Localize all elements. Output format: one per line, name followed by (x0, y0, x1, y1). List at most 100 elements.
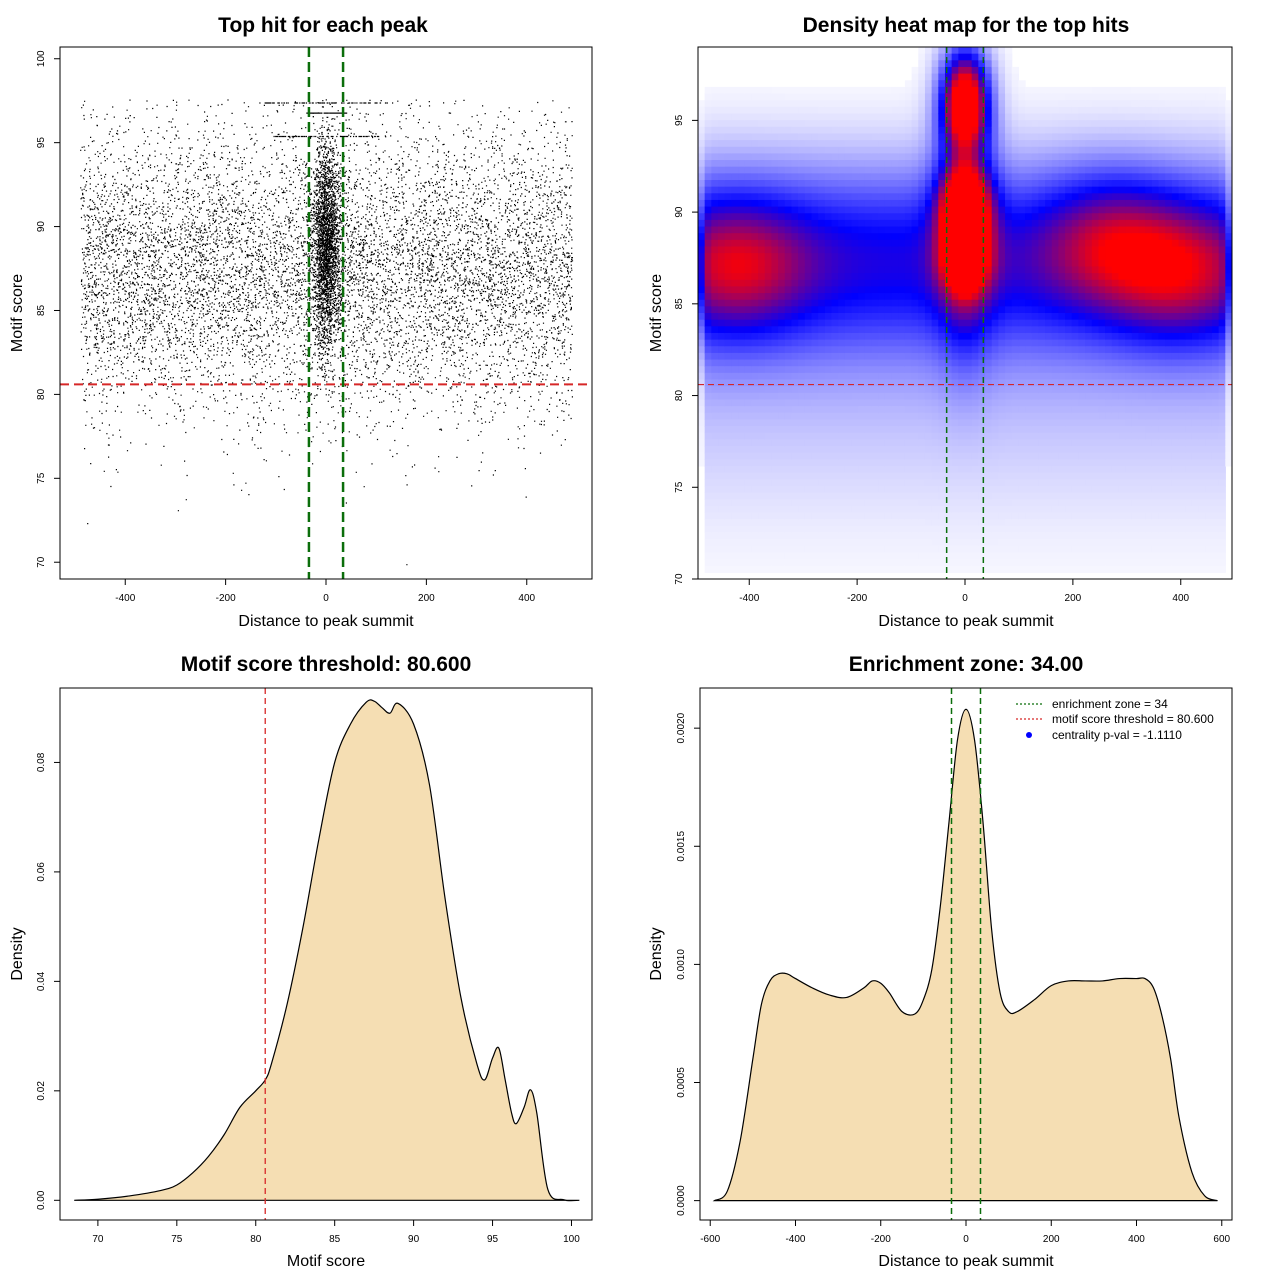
heatmap-cell (824, 213, 833, 221)
heatmap-cell (1078, 505, 1086, 514)
heatmap-cell (724, 186, 732, 194)
heatmap-cell (758, 565, 766, 573)
heatmap-cell (911, 246, 919, 254)
heatmap-cell (864, 419, 873, 427)
heatmap-cell (958, 352, 966, 361)
heatmap-cell (1058, 86, 1066, 95)
heatmap-cell (771, 379, 779, 387)
heatmap-cell (771, 273, 779, 281)
heatmap-cell (1031, 273, 1040, 281)
heatmap-cell (1058, 485, 1066, 494)
heatmap-cell (1025, 399, 1033, 407)
heatmap-cell (918, 47, 926, 55)
heatmap-cell (1131, 226, 1140, 234)
heatmap-cell (764, 319, 773, 327)
heatmap-cell (1131, 186, 1140, 194)
heatmap-cell (985, 426, 993, 434)
heatmap-cell (818, 512, 826, 520)
heatmap-cell (971, 253, 979, 261)
heatmap-cell (871, 213, 879, 221)
heatmap-cell (958, 299, 966, 307)
heatmap-cell (771, 366, 779, 374)
heatmap-cell (824, 519, 833, 527)
heatmap-cell (1051, 186, 1060, 194)
heatmap-cell (1105, 372, 1113, 381)
heatmap-cell (758, 259, 766, 268)
heatmap-cell (878, 525, 886, 534)
heatmap-cell (1105, 439, 1113, 447)
heatmap-cell (791, 372, 799, 381)
heatmap-cell (791, 346, 799, 354)
heatmap-cell (904, 213, 913, 221)
heatmap-cell (1131, 133, 1140, 141)
heatmap-cell (1011, 259, 1019, 268)
heatmap-cell (838, 426, 846, 434)
heatmap-cell (1098, 266, 1106, 274)
heatmap-cell (1098, 519, 1106, 527)
heatmap-cell (924, 193, 933, 201)
heatmap-cell (971, 80, 979, 88)
heatmap-cell (1018, 452, 1026, 460)
heatmap-cell (918, 426, 926, 434)
heatmap-cell (1045, 246, 1053, 254)
heatmap-cell (1138, 465, 1146, 474)
heatmap-cell (1011, 313, 1019, 321)
heatmap-cell (985, 372, 993, 381)
heatmap-cell (818, 352, 826, 361)
heatmap-cell (918, 213, 926, 221)
heatmap-cell (751, 286, 759, 294)
heatmap-cell (1078, 512, 1086, 520)
heatmap-cell (1071, 219, 1080, 228)
heatmap-cell (791, 146, 799, 154)
heatmap-cell (818, 392, 826, 401)
heatmap-cell (1045, 120, 1053, 128)
heatmap-cell (991, 273, 999, 281)
heatmap-cell (831, 379, 839, 387)
heatmap-cell (1065, 146, 1073, 154)
heatmap-cell (978, 140, 986, 148)
heatmap-cell (924, 146, 933, 154)
heatmap-cell (938, 366, 946, 374)
heatmap-cell (851, 299, 859, 307)
heatmap-cell (731, 366, 739, 374)
heatmap-cell (971, 472, 979, 480)
heatmap-cell (904, 565, 913, 573)
heatmap-cell (1138, 452, 1146, 460)
heatmap-cell (871, 525, 879, 534)
heatmap-cell (944, 332, 953, 341)
heatmap-cell (938, 73, 946, 81)
heatmap-cell (1091, 426, 1100, 434)
heatmap-cell (784, 525, 793, 534)
heatmap-cell (811, 406, 819, 414)
heatmap-cell (878, 213, 886, 221)
heatmap-cell (824, 372, 833, 381)
heatmap-cell (991, 199, 999, 208)
heatmap-cell (904, 219, 913, 228)
heatmap-cell (985, 419, 993, 427)
heatmap-cell (918, 199, 926, 208)
heatmap-cell (851, 545, 859, 553)
heatmap-cell (904, 426, 913, 434)
heatmap-cell (951, 160, 959, 168)
heatmap-cell (971, 319, 979, 327)
heatmap-cell (931, 86, 939, 95)
heatmap-cell (878, 313, 886, 321)
heatmap-cell (704, 459, 712, 467)
heatmap-cell (1005, 153, 1013, 161)
heatmap-cell (898, 113, 906, 121)
heatmap-cell (1058, 93, 1066, 101)
heatmap-cell (1091, 359, 1100, 367)
heatmap-cell (811, 372, 819, 381)
heatmap-cell (744, 419, 752, 427)
heatmap-cell (1025, 519, 1033, 527)
heatmap-cell (898, 392, 906, 401)
heatmap-cell (1085, 412, 1093, 420)
heatmap-cell (1038, 366, 1046, 374)
heatmap-cell (985, 266, 993, 274)
heatmap-cell (704, 226, 712, 234)
heatmap-cell (844, 126, 853, 135)
heatmap-cell (938, 432, 946, 440)
heatmap-cell (851, 346, 859, 354)
heatmap-cell (884, 505, 893, 514)
heatmap-cell (904, 472, 913, 480)
